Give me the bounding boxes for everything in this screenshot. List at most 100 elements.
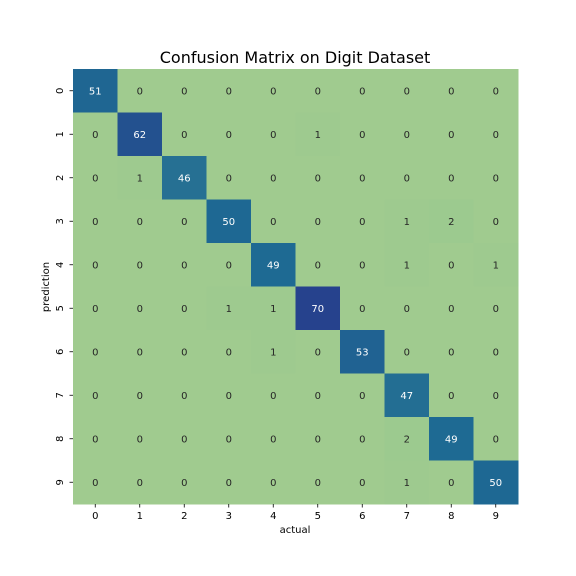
cell-value-r7-c5: 0 <box>315 391 321 402</box>
heatmap-cell-r9-c0 <box>73 460 118 505</box>
cell-value-r5-c3: 1 <box>226 304 232 315</box>
cell-value-r2-c9: 0 <box>493 173 499 184</box>
heatmap-cell-r1-c4 <box>251 112 296 157</box>
heatmap-cell-r9-c1 <box>117 460 163 505</box>
heatmap-cell-r7-c5 <box>295 373 341 418</box>
heatmap-cell-r8-c5 <box>295 417 341 461</box>
heatmap-cell-r0-c7 <box>384 69 430 113</box>
cell-value-r0-c0: 51 <box>89 86 102 97</box>
heatmap-cell-r0-c1 <box>117 69 163 113</box>
cell-value-r2-c1: 1 <box>137 173 143 184</box>
heatmap-cell-r9-c7 <box>384 460 430 505</box>
heatmap-cell-r3-c0 <box>73 199 118 244</box>
heatmap-cell-r1-c1 <box>117 112 163 157</box>
heatmap-cell-r7-c4 <box>251 373 296 418</box>
cell-value-r6-c4: 1 <box>270 347 276 358</box>
heatmap-cell-r5-c7 <box>384 286 430 331</box>
heatmap-cell-r7-c1 <box>117 373 163 418</box>
cell-value-r9-c1: 0 <box>137 478 143 489</box>
cell-value-r4-c0: 0 <box>92 260 98 271</box>
cell-value-r8-c2: 0 <box>181 434 187 445</box>
heatmap-cell-r0-c5 <box>295 69 341 113</box>
cell-value-r4-c5: 0 <box>315 260 321 271</box>
x-axis-label: actual <box>280 525 311 536</box>
cell-value-r3-c7: 1 <box>404 217 410 228</box>
y-tick-label-0: 0 <box>55 88 66 94</box>
cell-value-r9-c3: 0 <box>226 478 232 489</box>
cell-value-r5-c5: 70 <box>311 304 324 315</box>
cell-value-r2-c0: 0 <box>92 173 98 184</box>
heatmap-cell-r2-c0 <box>73 156 118 200</box>
heatmap-cell-r1-c0 <box>73 112 118 157</box>
cell-value-r1-c0: 0 <box>92 130 98 141</box>
x-tick-label-2: 2 <box>181 511 187 522</box>
heatmap-cell-r2-c8 <box>429 156 474 200</box>
cell-value-r8-c6: 0 <box>359 434 365 445</box>
heatmap-cell-r4-c0 <box>73 243 118 287</box>
heatmap-cell-r7-c9 <box>473 373 519 418</box>
cell-value-r6-c5: 0 <box>315 347 321 358</box>
heatmap-cell-r0-c9 <box>473 69 519 113</box>
x-tick-label-6: 6 <box>359 511 365 522</box>
x-tick-label-5: 5 <box>315 511 321 522</box>
heatmap-cell-r7-c3 <box>206 373 252 418</box>
y-tick-label-5: 5 <box>55 305 66 311</box>
heatmap-cell-r6-c3 <box>206 330 252 374</box>
cell-value-r3-c1: 0 <box>137 217 143 228</box>
cell-value-r3-c5: 0 <box>315 217 321 228</box>
heatmap-cell-r2-c9 <box>473 156 519 200</box>
heatmap-cell-r2-c7 <box>384 156 430 200</box>
cell-value-r3-c3: 50 <box>222 217 235 228</box>
cell-value-r2-c2: 46 <box>178 173 191 184</box>
heatmap-cell-r9-c6 <box>340 460 385 505</box>
heatmap-cell-r0-c4 <box>251 69 296 113</box>
heatmap-cell-r3-c5 <box>295 199 341 244</box>
heatmap-cell-r5-c2 <box>162 286 207 331</box>
cell-value-r0-c4: 0 <box>270 86 276 97</box>
cell-value-r9-c0: 0 <box>92 478 98 489</box>
heatmap-cell-r3-c8 <box>429 199 474 244</box>
cell-value-r3-c8: 2 <box>448 217 454 228</box>
cell-value-r7-c3: 0 <box>226 391 232 402</box>
cell-value-r3-c0: 0 <box>92 217 98 228</box>
cell-value-r7-c8: 0 <box>448 391 454 402</box>
heatmap-cell-r2-c6 <box>340 156 385 200</box>
heatmap-cell-r4-c5 <box>295 243 341 287</box>
heatmap-cell-r3-c6 <box>340 199 385 244</box>
heatmap-cell-r7-c6 <box>340 373 385 418</box>
heatmap-cell-r1-c5 <box>295 112 341 157</box>
cell-value-r2-c5: 0 <box>315 173 321 184</box>
cell-value-r7-c7: 47 <box>400 391 413 402</box>
cell-value-r1-c8: 0 <box>448 130 454 141</box>
heatmap-cell-r6-c7 <box>384 330 430 374</box>
heatmap-cell-r2-c1 <box>117 156 163 200</box>
cell-value-r2-c7: 0 <box>404 173 410 184</box>
cell-value-r5-c9: 0 <box>493 304 499 315</box>
heatmap-cell-r4-c1 <box>117 243 163 287</box>
heatmap-cell-r1-c8 <box>429 112 474 157</box>
cell-value-r7-c0: 0 <box>92 391 98 402</box>
cell-value-r0-c7: 0 <box>404 86 410 97</box>
cell-value-r6-c6: 53 <box>356 347 369 358</box>
heatmap-cell-r5-c9 <box>473 286 519 331</box>
heatmap-cell-r5-c0 <box>73 286 118 331</box>
heatmap-cell-r2-c4 <box>251 156 296 200</box>
heatmap-cell-r8-c0 <box>73 417 118 461</box>
heatmap-cell-r4-c2 <box>162 243 207 287</box>
cell-value-r3-c6: 0 <box>359 217 365 228</box>
cell-value-r5-c6: 0 <box>359 304 365 315</box>
cell-value-r2-c4: 0 <box>270 173 276 184</box>
heatmap-cell-r6-c8 <box>429 330 474 374</box>
heatmap-cell-r9-c4 <box>251 460 296 505</box>
cell-value-r8-c1: 0 <box>137 434 143 445</box>
x-axis-ticks: 0 1 2 3 4 5 6 7 8 9 <box>92 504 499 522</box>
heatmap-cell-r6-c9 <box>473 330 519 374</box>
heatmap-cell-r6-c0 <box>73 330 118 374</box>
cell-value-r5-c2: 0 <box>181 304 187 315</box>
cell-value-r0-c3: 0 <box>226 86 232 97</box>
heatmap-cell-r9-c3 <box>206 460 252 505</box>
heatmap-cell-r2-c5 <box>295 156 341 200</box>
cell-value-r4-c8: 0 <box>448 260 454 271</box>
cell-value-r9-c4: 0 <box>270 478 276 489</box>
heatmap-cell-r1-c7 <box>384 112 430 157</box>
